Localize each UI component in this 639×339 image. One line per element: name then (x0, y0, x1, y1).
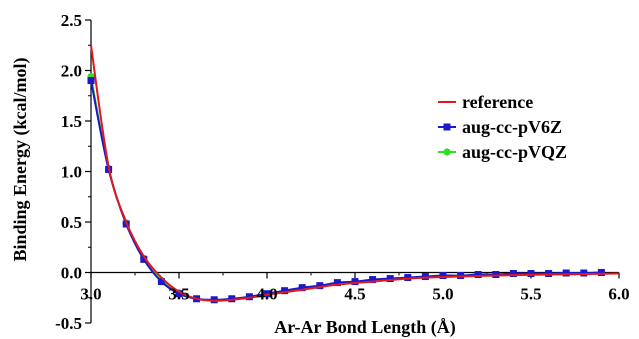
data-point-square (580, 269, 588, 277)
legend-label: aug-cc-pVQZ (462, 142, 567, 162)
data-point-square (527, 270, 535, 278)
data-point-square (597, 269, 605, 276)
data-point-square (175, 290, 183, 298)
data-point-square (333, 279, 341, 287)
data-point-square (316, 282, 324, 290)
x-tick-label: 4.0 (256, 285, 277, 304)
series-aug-cc-pVQZ (87, 72, 183, 297)
data-point-square (228, 295, 236, 303)
data-point-square (87, 77, 95, 85)
series-reference (90, 45, 620, 302)
series-line (90, 76, 180, 294)
series-line (90, 80, 602, 301)
legend-item-reference: reference (438, 92, 533, 112)
x-axis-label: Ar-Ar Bond Length (Å) (274, 317, 456, 338)
y-tick-label: 0.0 (61, 264, 82, 283)
data-point-square (140, 255, 148, 263)
data-point-square (245, 293, 253, 301)
data-point-square (562, 269, 570, 277)
data-point-square (439, 272, 447, 280)
data-point-square (351, 278, 359, 286)
y-tick-label: 1.0 (61, 163, 82, 182)
legend: reference aug-cc-pV6Z aug-cc-pVQZ (438, 92, 567, 162)
data-point-square (509, 270, 517, 278)
tick-labels: -0.5 0.0 0.5 1.0 1.5 2.0 2.5 3.0 3.5 4.0 4.5 5.0 5.5… (55, 11, 630, 333)
x-tick-label: 3.5 (168, 285, 189, 304)
legend-label: reference (462, 92, 533, 112)
data-point-square (404, 274, 412, 282)
y-tick-label: 2.0 (61, 62, 82, 81)
data-point-square (474, 271, 482, 279)
y-tick-label: -0.5 (55, 314, 82, 333)
data-point-square (369, 276, 377, 284)
data-point-square (421, 273, 429, 281)
legend-item-aug-cc-pVQZ: aug-cc-pVQZ (438, 142, 567, 162)
series-layer (87, 45, 620, 304)
legend-swatch-circle (443, 148, 451, 156)
y-axis-label: Binding Energy (kcal/mol) (10, 57, 31, 261)
data-point-square (157, 278, 165, 286)
series-line (90, 45, 620, 302)
data-point-square (210, 296, 218, 304)
axes (85, 19, 620, 324)
legend-swatch-square (443, 123, 451, 131)
data-point-square (298, 284, 306, 292)
y-tick-label: 1.5 (61, 112, 82, 131)
legend-item-aug-cc-pV6Z: aug-cc-pV6Z (438, 117, 562, 137)
x-tick-label: 5.5 (520, 285, 541, 304)
x-tick-label: 3.0 (80, 285, 101, 304)
y-tick-label: 0.5 (61, 213, 82, 232)
x-tick-label: 4.5 (344, 285, 365, 304)
legend-label: aug-cc-pV6Z (462, 117, 562, 137)
x-tick-label: 6.0 (608, 285, 629, 304)
data-point-square (281, 287, 289, 295)
data-point-square (386, 275, 394, 283)
y-tick-label: 2.5 (61, 11, 82, 30)
x-tick-label: 5.0 (432, 285, 453, 304)
